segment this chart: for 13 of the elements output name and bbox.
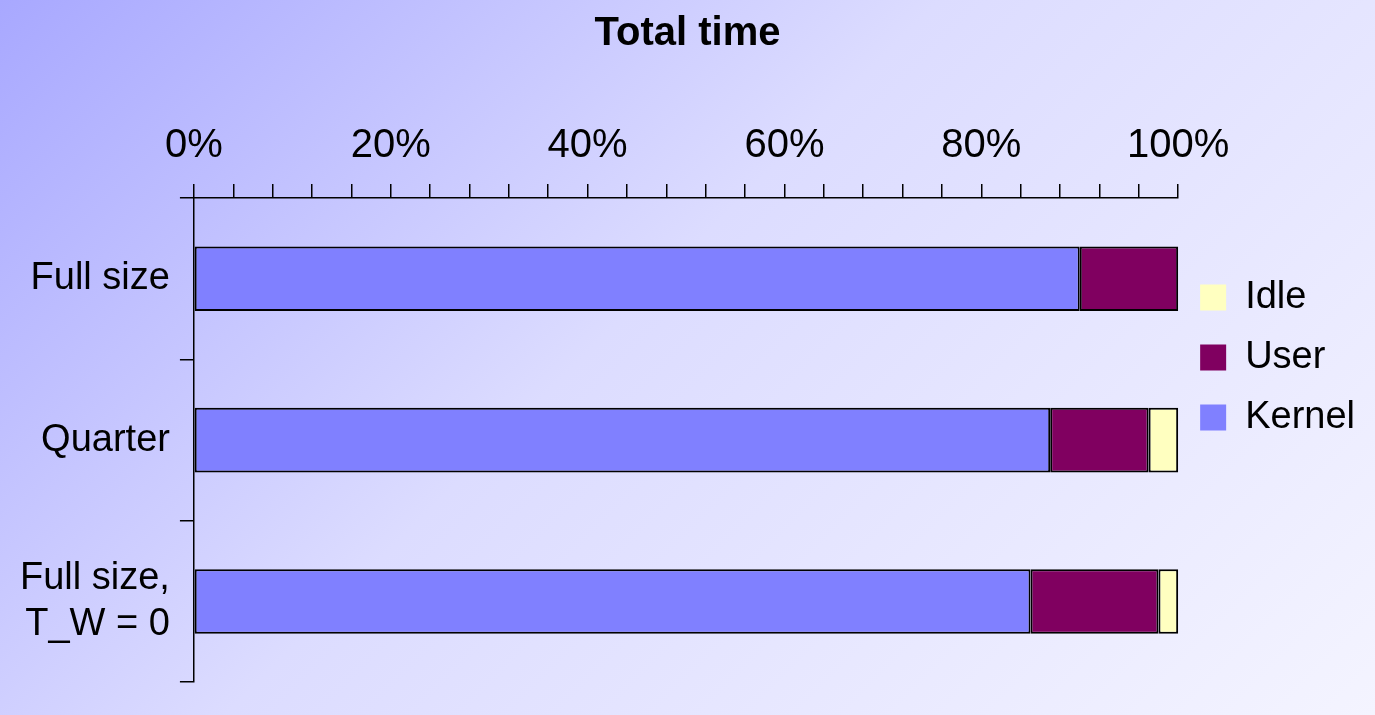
y-tick-label: Quarter — [41, 416, 171, 459]
x-tick-label: 100% — [1127, 121, 1230, 166]
chart-title: Total time — [594, 9, 781, 54]
x-tick-label: 0% — [165, 121, 223, 166]
x-tick-label: 80% — [941, 121, 1022, 166]
x-tick-label: 60% — [744, 121, 825, 166]
y-tick-label: Full size, T_W = 0 — [20, 555, 170, 643]
x-tick-label: 20% — [350, 121, 431, 166]
x-tick-label: 40% — [547, 121, 628, 166]
legend-label: User — [1245, 333, 1326, 376]
legend-label: Kernel — [1245, 393, 1355, 436]
y-tick-label: Full size — [30, 255, 170, 298]
legend-label: Idle — [1245, 273, 1307, 316]
